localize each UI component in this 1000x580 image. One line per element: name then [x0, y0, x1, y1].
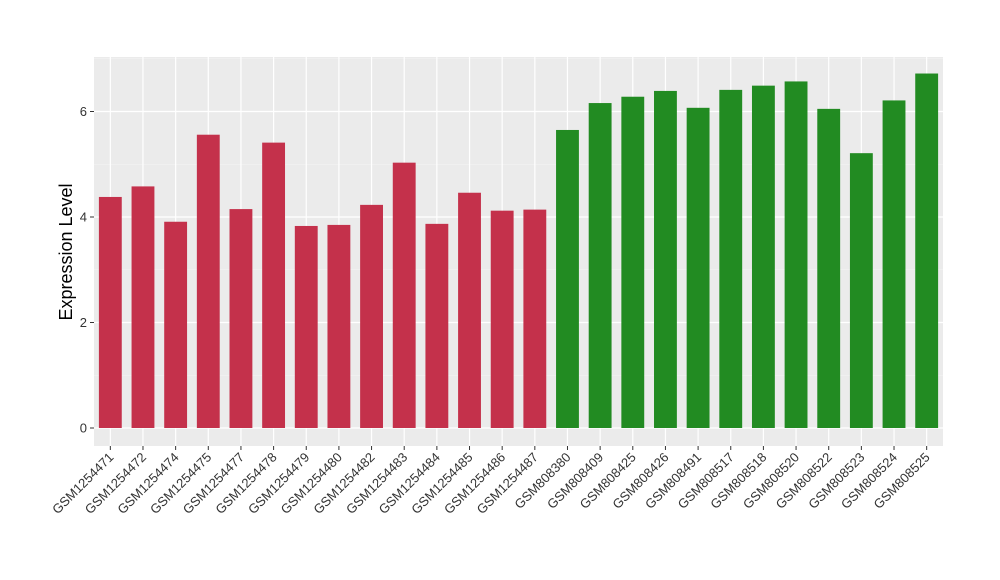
bar-GSM1254472	[131, 186, 155, 428]
bar-GSM808520	[784, 81, 808, 429]
bar-GSM808517	[719, 89, 743, 428]
bar-GSM1254478	[262, 142, 286, 428]
bar-GSM1254474	[164, 221, 188, 428]
bar-GSM1254471	[98, 196, 122, 428]
bar-GSM1254482	[360, 204, 383, 428]
bar-GSM1254479	[294, 225, 318, 428]
y-tick-label: 0	[80, 421, 87, 436]
bar-GSM808380	[556, 129, 579, 428]
bar-GSM808491	[686, 107, 710, 429]
bar-GSM1254480	[327, 224, 351, 428]
bar-GSM808426	[654, 90, 677, 429]
y-axis-ticks: 0 2 4 6	[80, 104, 94, 436]
bar-GSM1254486	[490, 210, 514, 428]
bar-GSM1254483	[392, 162, 416, 429]
y-tick-label: 2	[80, 315, 87, 330]
x-axis-ticks: GSM1254471GSM1254472GSM1254474GSM1254475…	[49, 446, 933, 517]
bar-GSM808522	[817, 108, 841, 429]
plot-panel	[94, 57, 943, 446]
bar-GSM808525	[915, 73, 939, 429]
y-tick-label: 4	[80, 210, 87, 225]
y-tick-label: 6	[80, 104, 87, 119]
bar-GSM1254484	[425, 223, 449, 428]
bar-GSM1254477	[229, 209, 253, 428]
y-axis-title: Expression Level	[56, 183, 76, 320]
bar-GSM1254487	[523, 209, 547, 428]
bar-GSM808518	[751, 85, 775, 428]
bar-GSM808523	[849, 153, 873, 429]
bar-GSM808409	[588, 103, 612, 428]
bar-GSM1254475	[196, 134, 220, 428]
bars	[98, 73, 939, 429]
bar-GSM808524	[882, 100, 906, 429]
bar-GSM808425	[621, 96, 645, 428]
bar-GSM1254485	[458, 192, 481, 428]
